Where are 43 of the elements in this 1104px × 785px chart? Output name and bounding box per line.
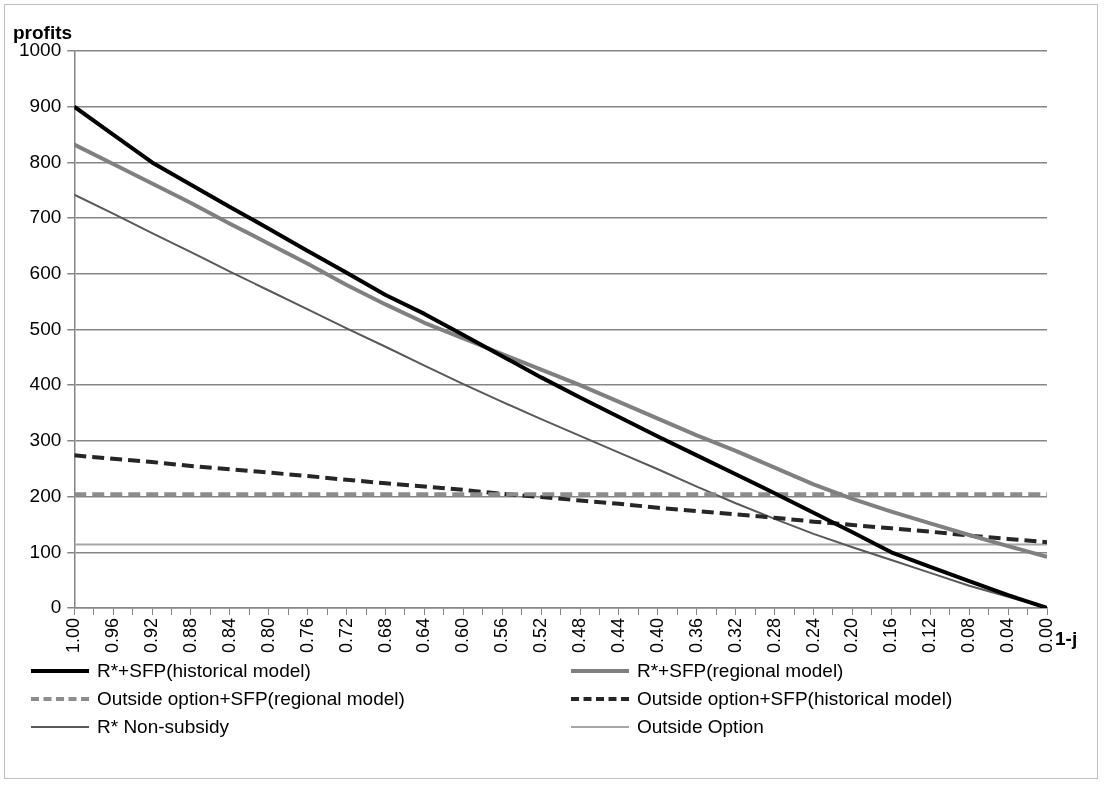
y-tick-label: 800 <box>29 150 62 172</box>
x-tick-label: 0.84 <box>218 617 239 654</box>
x-tick-label: 0.04 <box>997 617 1018 654</box>
legend-label: Outside option+SFP(historical model) <box>637 688 953 710</box>
x-tick-label: 0.32 <box>724 617 745 654</box>
x-tick-label: 0.36 <box>685 617 706 654</box>
x-tick-label: 0.40 <box>646 617 667 654</box>
y-tick-label: 0 <box>50 596 62 618</box>
x-tick-label: 0.76 <box>296 617 317 654</box>
x-tick-label: 0.48 <box>569 617 590 654</box>
y-tick-label: 400 <box>29 373 62 395</box>
x-tick-label: 0.52 <box>530 617 551 654</box>
x-tick-label: 0.72 <box>335 617 356 654</box>
x-tick-label: 0.60 <box>452 617 473 654</box>
x-tick-label: 0.88 <box>179 617 200 654</box>
x-tick-label: 0.96 <box>102 617 123 654</box>
x-tick-label: 0.92 <box>141 617 162 654</box>
legend-label: R*+SFP(historical model) <box>97 660 311 682</box>
x-tick-label: 0.56 <box>491 617 512 654</box>
x-axis-title: 1-j <box>1055 627 1078 649</box>
legend-label: R*+SFP(regional model) <box>637 660 844 682</box>
legend-label: Outside option+SFP(regional model) <box>97 688 405 710</box>
y-tick-label: 300 <box>29 429 62 451</box>
x-tick-label: 1.00 <box>63 617 84 654</box>
y-tick-label: 600 <box>29 262 62 284</box>
y-tick-label: 700 <box>29 206 62 228</box>
x-tick-label: 0.68 <box>374 617 395 654</box>
x-tick-label: 0.12 <box>919 617 940 654</box>
x-tick-label: 0.00 <box>1035 617 1056 654</box>
y-tick-label: 200 <box>29 484 62 506</box>
x-tick-label: 0.28 <box>763 617 784 654</box>
x-tick-label: 0.20 <box>841 617 862 654</box>
x-tick-label: 0.16 <box>880 617 901 654</box>
x-tick-label: 0.08 <box>958 617 979 654</box>
legend-label: Outside Option <box>637 716 764 738</box>
y-tick-label: 100 <box>29 540 62 562</box>
x-tick-label: 0.80 <box>257 617 278 654</box>
x-tick-label: 0.64 <box>413 617 434 654</box>
y-tick-label: 900 <box>29 94 62 116</box>
legend-label: R* Non-subsidy <box>97 716 229 738</box>
x-tick-label: 0.24 <box>802 617 823 654</box>
x-tick-label: 0.44 <box>607 617 628 654</box>
y-tick-label: 500 <box>29 317 62 339</box>
